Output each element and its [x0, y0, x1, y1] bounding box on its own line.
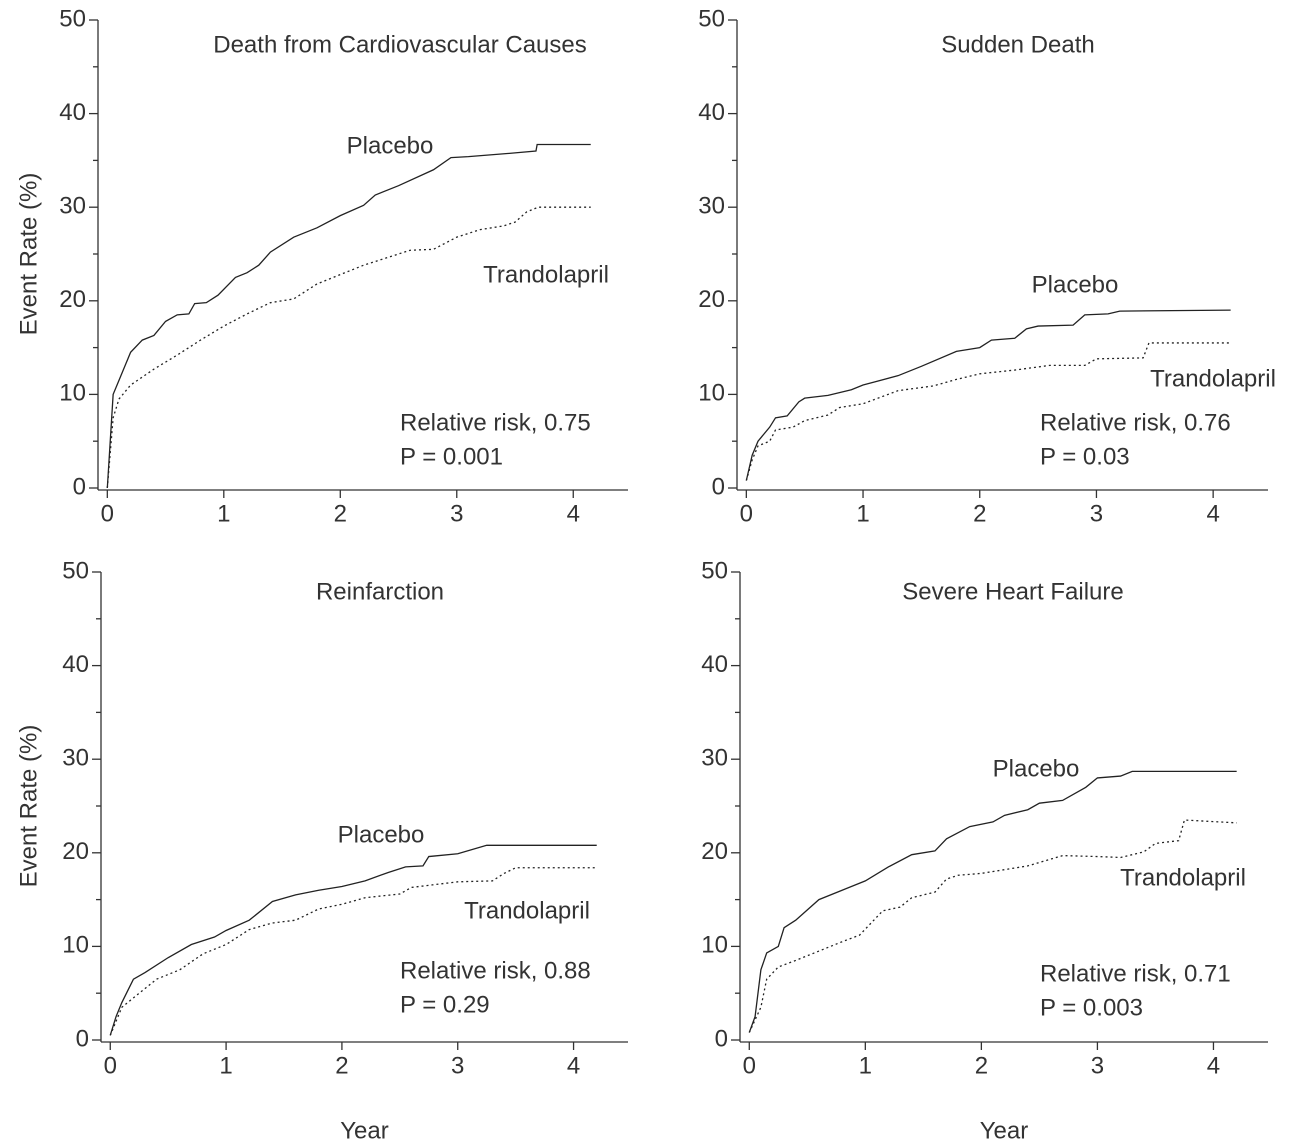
x-tick-label: 4: [567, 1052, 580, 1079]
series-line: [106, 206, 591, 489]
annotation: Relative risk, 0.75: [400, 409, 591, 436]
y-tick-label: 0: [76, 1025, 89, 1052]
x-tick-label: 2: [334, 500, 347, 527]
y-tick-label: 40: [62, 651, 89, 678]
x-tick-label: 3: [1091, 1052, 1104, 1079]
x-tick-label: 3: [450, 500, 463, 527]
annotation: P = 0.003: [1040, 994, 1143, 1021]
series-line: [109, 844, 597, 1036]
x-tick-label: 0: [743, 1052, 756, 1079]
x-tick-label: 0: [104, 1052, 117, 1079]
series-line: [109, 867, 597, 1036]
series-line: [106, 143, 591, 489]
annotation: Relative risk, 0.88: [400, 957, 591, 984]
annotation: Relative risk, 0.71: [1040, 960, 1231, 987]
y-tick-label: 30: [701, 745, 728, 772]
y-tick-label: 10: [59, 380, 86, 407]
series-line: [748, 770, 1237, 1033]
x-axis-label: Year: [980, 1117, 1029, 1144]
y-axis-label: Event Rate (%): [15, 173, 42, 336]
series-label: Placebo: [993, 755, 1080, 782]
panel-title: Sudden Death: [941, 31, 1094, 58]
panel-title: Reinfarction: [316, 578, 444, 605]
y-tick-label: 10: [62, 932, 89, 959]
y-tick-label: 30: [59, 193, 86, 220]
y-tick-label: 10: [698, 380, 725, 407]
x-tick-label: 2: [335, 1052, 348, 1079]
annotation: P = 0.001: [400, 443, 503, 470]
series-label: Trandolapril: [1120, 864, 1246, 891]
y-tick-label: 10: [701, 932, 728, 959]
y-tick-label: 40: [701, 651, 728, 678]
series-label: Trandolapril: [1150, 365, 1276, 392]
series-line: [745, 309, 1231, 481]
x-tick-label: 4: [1206, 500, 1219, 527]
series-label: Placebo: [347, 132, 434, 159]
x-tick-label: 4: [1207, 1052, 1220, 1079]
y-tick-label: 50: [59, 5, 86, 32]
panel-title: Death from Cardiovascular Causes: [213, 31, 587, 58]
x-tick-label: 3: [451, 1052, 464, 1079]
x-axis-label: Year: [340, 1117, 389, 1144]
x-tick-label: 0: [740, 500, 753, 527]
series-label: Placebo: [338, 821, 425, 848]
series-line: [745, 342, 1231, 481]
annotation: P = 0.29: [400, 991, 490, 1018]
annotation: P = 0.03: [1040, 443, 1130, 470]
series-label: Placebo: [1032, 271, 1119, 298]
y-tick-label: 0: [715, 1025, 728, 1052]
y-tick-label: 0: [712, 473, 725, 500]
x-tick-label: 4: [567, 500, 580, 527]
x-tick-label: 2: [975, 1052, 988, 1079]
x-tick-label: 2: [973, 500, 986, 527]
y-tick-label: 50: [698, 5, 725, 32]
x-tick-label: 1: [219, 1052, 232, 1079]
x-tick-label: 1: [859, 1052, 872, 1079]
y-tick-label: 20: [698, 286, 725, 313]
x-tick-label: 3: [1090, 500, 1103, 527]
y-tick-label: 40: [698, 99, 725, 126]
y-tick-label: 50: [62, 557, 89, 584]
y-tick-label: 30: [62, 745, 89, 772]
y-tick-label: 30: [698, 193, 725, 220]
series-line: [748, 819, 1237, 1033]
x-tick-label: 1: [856, 500, 869, 527]
y-tick-label: 20: [62, 838, 89, 865]
x-tick-label: 1: [217, 500, 230, 527]
y-tick-label: 20: [701, 838, 728, 865]
x-tick-label: 0: [101, 500, 114, 527]
y-tick-label: 50: [701, 557, 728, 584]
series-label: Trandolapril: [464, 897, 590, 924]
y-tick-label: 0: [73, 473, 86, 500]
y-axis-label: Event Rate (%): [15, 725, 42, 888]
panel-title: Severe Heart Failure: [902, 578, 1123, 605]
y-tick-label: 20: [59, 286, 86, 313]
y-tick-label: 40: [59, 99, 86, 126]
series-label: Trandolapril: [483, 261, 609, 288]
annotation: Relative risk, 0.76: [1040, 409, 1231, 436]
